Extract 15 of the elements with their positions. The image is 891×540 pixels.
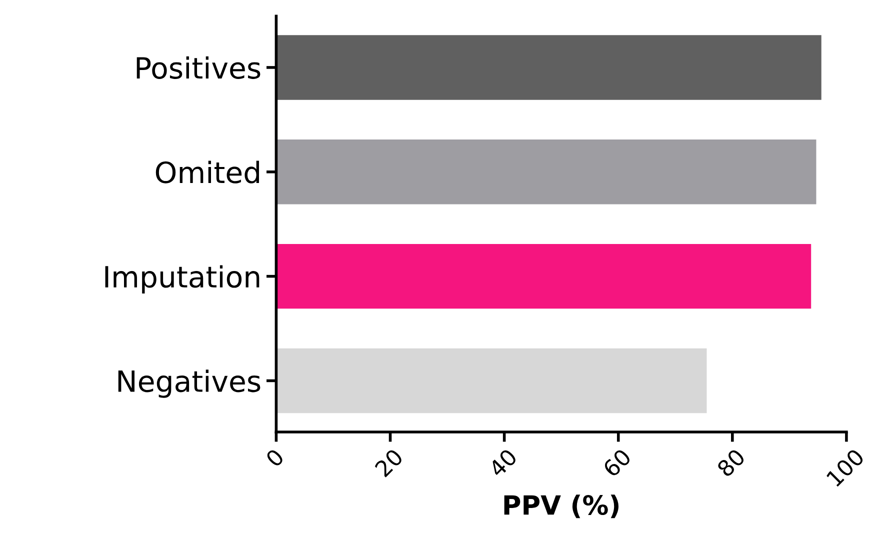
- y-tick-label: Omited: [156, 160, 259, 184]
- x-axis-title: PPV (%): [504, 494, 618, 518]
- bar: [276, 35, 822, 100]
- bar: [276, 244, 812, 309]
- bar: [276, 140, 816, 204]
- x-tick-label: 40: [488, 448, 518, 478]
- x-tick-label: 60: [602, 448, 632, 478]
- y-tick-label: Positives: [136, 56, 260, 79]
- y-tick-label: Imputation: [105, 265, 260, 294]
- y-tick-label: Negatives: [118, 370, 260, 398]
- x-tick-label: 0: [264, 448, 285, 468]
- x-tick-label: 80: [716, 448, 746, 478]
- x-tick-label: 20: [374, 448, 404, 478]
- bar: [276, 348, 707, 414]
- x-tick-label: 100: [826, 448, 865, 488]
